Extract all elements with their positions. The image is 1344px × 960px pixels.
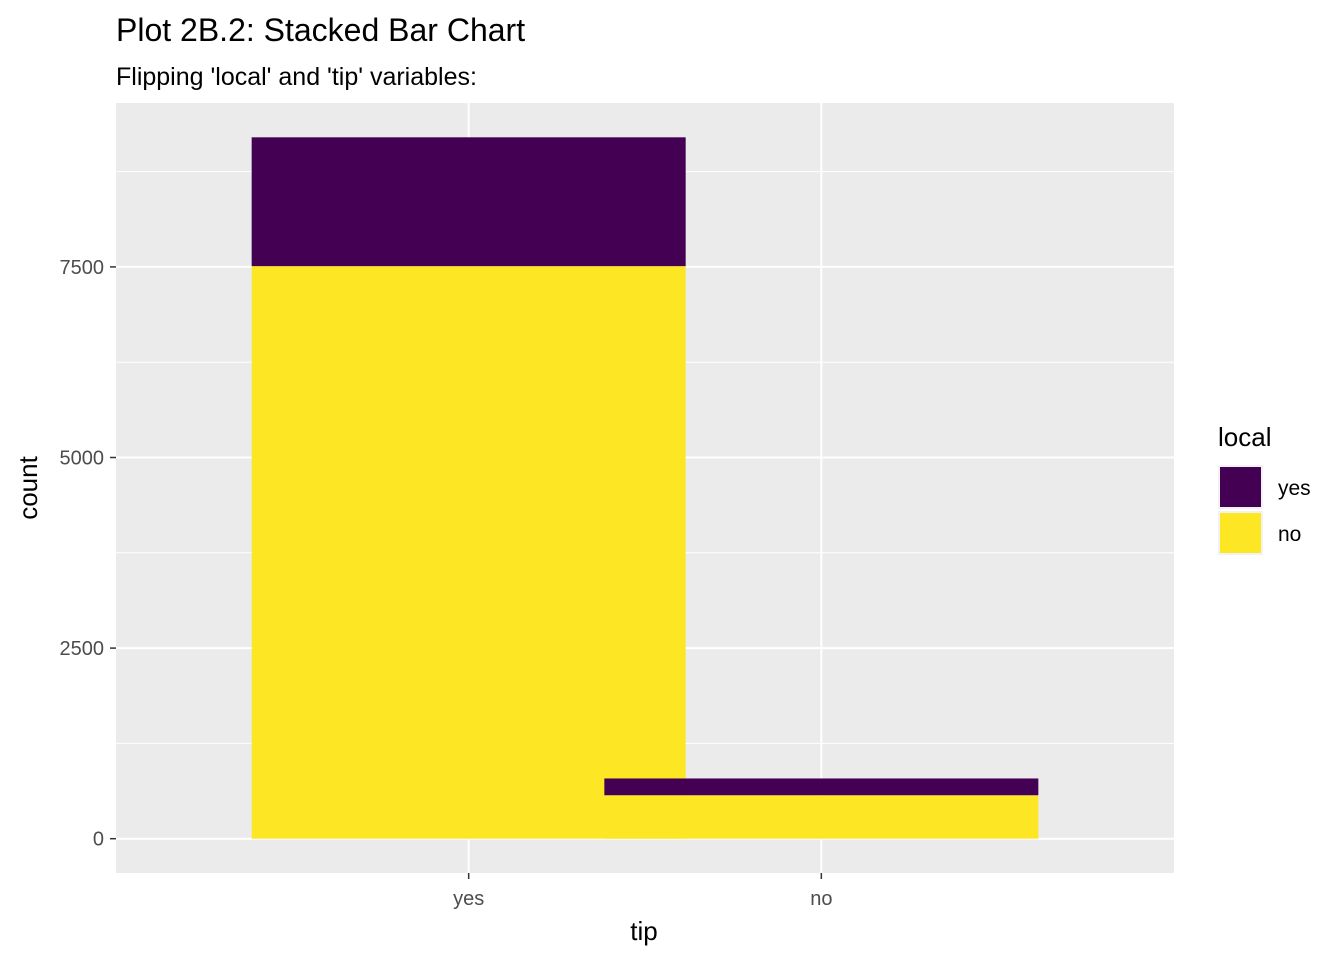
- legend: local yes no: [1218, 422, 1311, 555]
- x-axis: yes no: [453, 873, 832, 910]
- bar-no-local-no: [604, 795, 1039, 839]
- y-tick-label: 0: [93, 829, 104, 851]
- legend-label-yes: yes: [1278, 477, 1311, 500]
- legend-label-no: no: [1278, 523, 1301, 546]
- bars: [251, 137, 1039, 839]
- x-axis-title: tip: [630, 916, 657, 946]
- y-axis-title: count: [13, 455, 43, 519]
- bar-yes-local-yes: [251, 137, 686, 267]
- y-tick-label: 2500: [60, 638, 105, 660]
- chart-title: Plot 2B.2: Stacked Bar Chart: [116, 12, 525, 48]
- legend-title: local: [1218, 422, 1271, 452]
- x-tick-label: yes: [453, 888, 484, 910]
- bar-yes-local-no: [251, 266, 686, 839]
- bar-no-local-yes: [604, 778, 1039, 796]
- y-tick-label: 5000: [60, 448, 105, 470]
- y-tick-label: 7500: [60, 257, 105, 279]
- x-tick-label: no: [810, 888, 832, 910]
- legend-key-no: [1220, 513, 1261, 553]
- chart-subtitle: Flipping 'local' and 'tip' variables:: [116, 63, 477, 91]
- legend-key-yes: [1220, 467, 1261, 507]
- y-axis: 0 2500 5000 7500: [60, 257, 116, 851]
